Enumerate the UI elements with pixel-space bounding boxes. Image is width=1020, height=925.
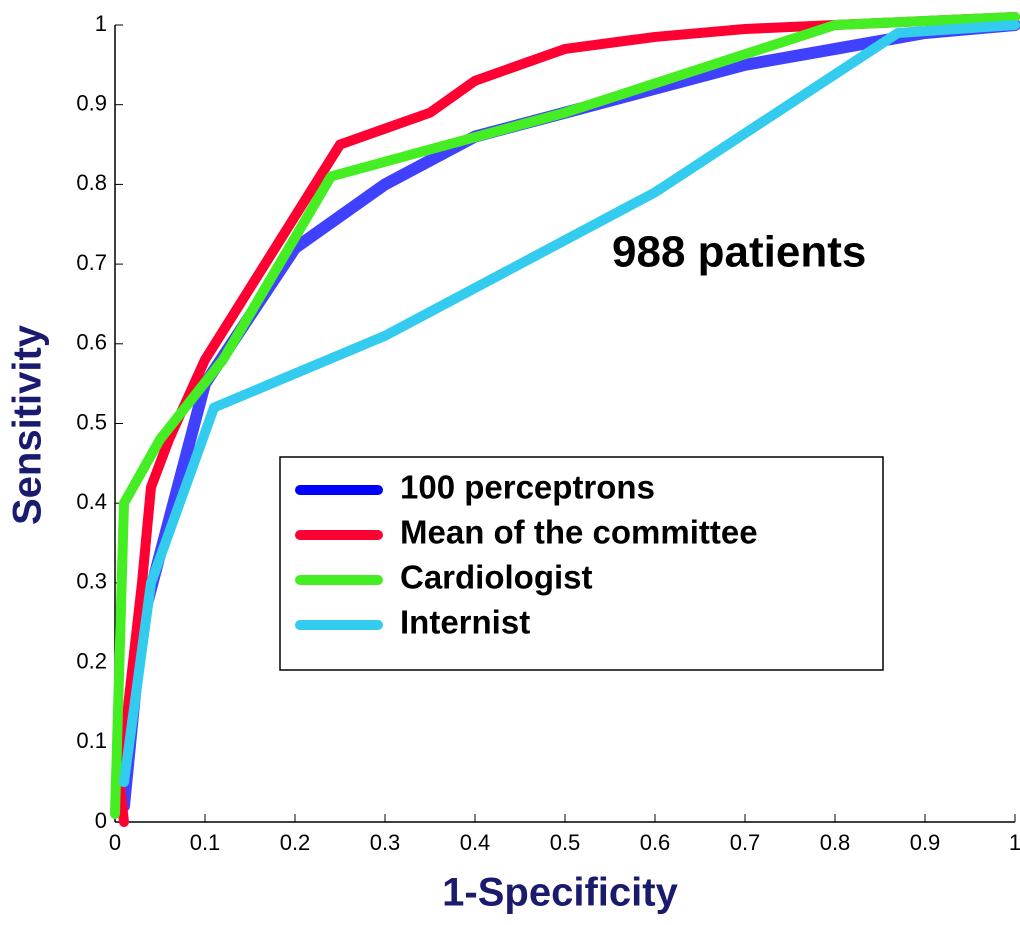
x-tick-label: 0	[109, 830, 121, 855]
series-line	[119, 20, 1020, 788]
legend-label: Mean of the committee	[400, 514, 758, 551]
series-line	[118, 19, 1020, 813]
legend-label: Internist	[400, 604, 530, 641]
legend-label: Cardiologist	[400, 559, 593, 596]
y-axis-label: Sensitivity	[6, 324, 50, 525]
x-tick-label: 0.1	[190, 830, 221, 855]
y-tick-label: 0	[95, 808, 107, 833]
annotation: 988 patients	[612, 228, 866, 277]
x-tick-label: 0.4	[460, 830, 491, 855]
x-axis-label: 1-Specificity	[442, 871, 678, 915]
x-tick-label: 0.8	[820, 830, 851, 855]
y-tick-label: 0.3	[76, 569, 107, 594]
y-tick-label: 0.9	[76, 91, 107, 116]
x-tick-label: 0.5	[550, 830, 581, 855]
y-tick-label: 0.5	[76, 409, 107, 434]
y-tick-label: 0.1	[76, 728, 107, 753]
y-tick-label: 0.2	[76, 648, 107, 673]
x-tick-label: 1	[1009, 830, 1020, 855]
x-tick-label: 0.7	[730, 830, 761, 855]
y-tick-label: 0.4	[76, 489, 107, 514]
series-line	[110, 12, 1020, 820]
y-tick-label: 0.8	[76, 170, 107, 195]
series-line	[114, 12, 1020, 827]
y-tick-label: 0.6	[76, 330, 107, 355]
x-tick-label: 0.2	[280, 830, 311, 855]
y-tick-label: 1	[95, 11, 107, 36]
x-tick-label: 0.3	[370, 830, 401, 855]
legend-label: 100 perceptrons	[400, 469, 655, 506]
y-tick-label: 0.7	[76, 250, 107, 275]
x-tick-label: 0.9	[910, 830, 941, 855]
x-tick-label: 0.6	[640, 830, 671, 855]
